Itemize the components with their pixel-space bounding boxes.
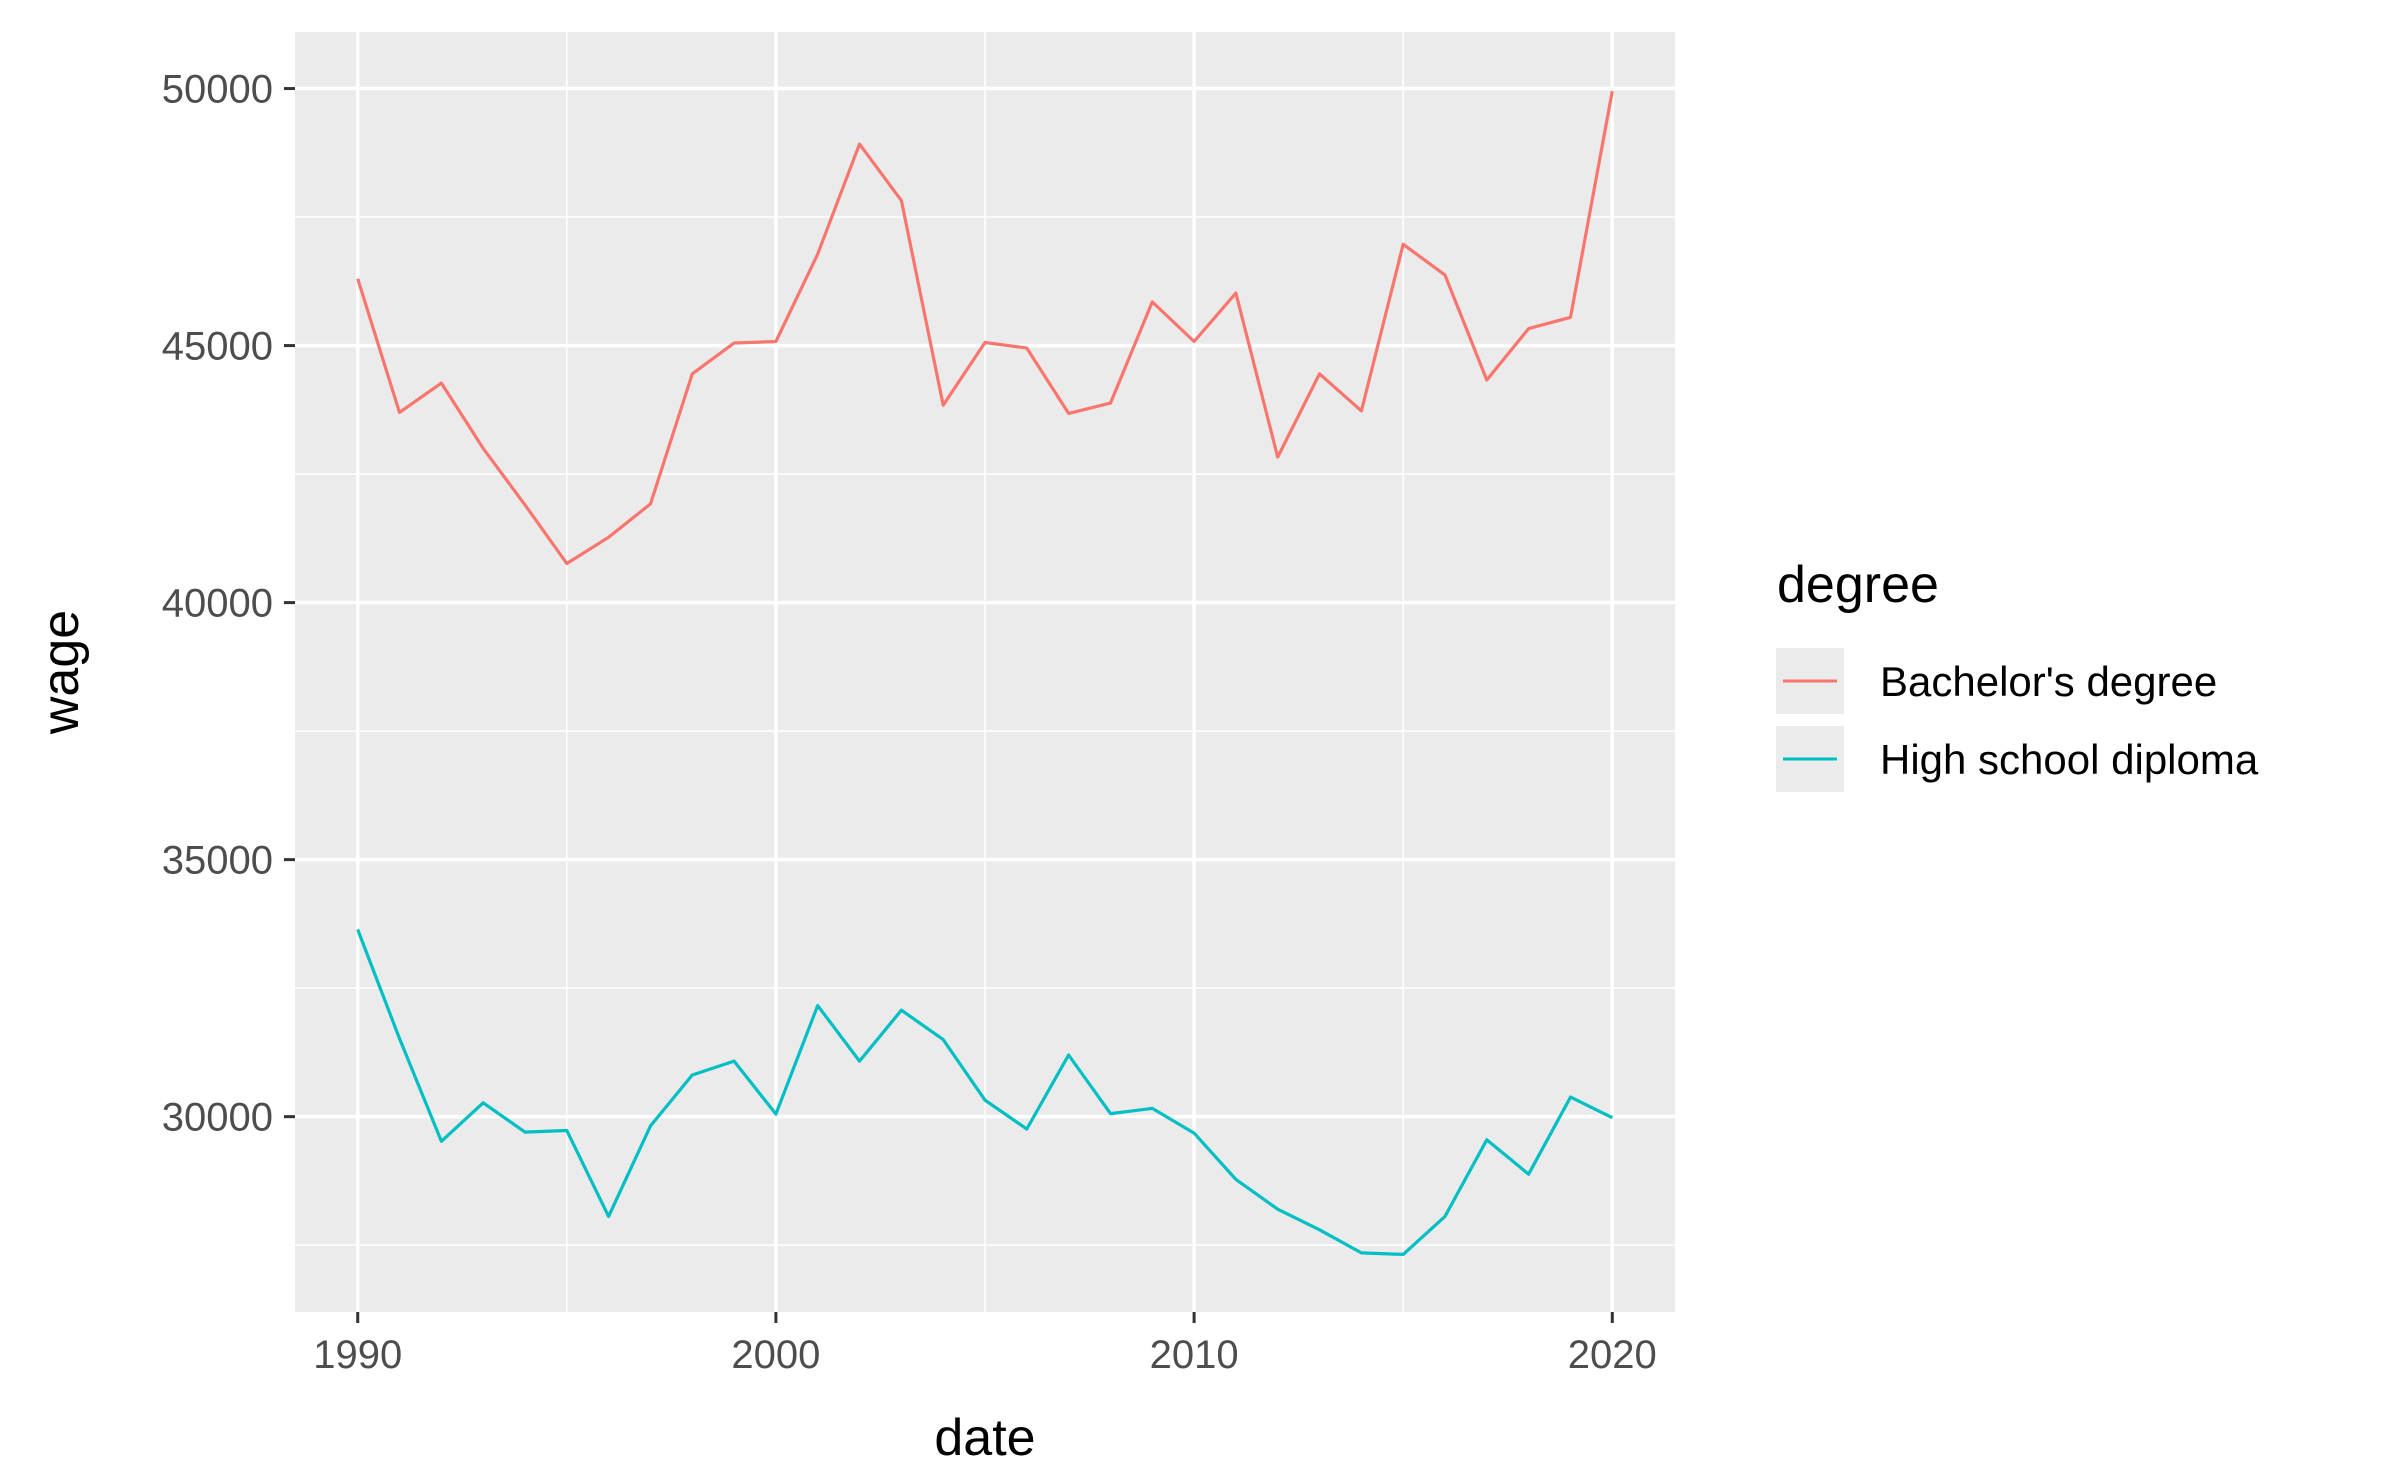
y-tick-label: 30000 <box>162 1096 273 1140</box>
major-gridlines <box>295 32 1675 1312</box>
series-line-0 <box>356 90 1614 566</box>
y-tick-label: 45000 <box>162 325 273 369</box>
legend-label-bachelors: Bachelor's degree <box>1880 658 2217 705</box>
x-tick-label: 2020 <box>1568 1333 1657 1377</box>
legend-title: degree <box>1777 556 1939 614</box>
legend: degree Bachelor's degree High school dip… <box>1776 556 2259 792</box>
y-tick-label: 40000 <box>162 582 273 626</box>
x-axis: 1990 2000 2010 2020 <box>313 1312 1657 1377</box>
y-tick-label: 50000 <box>162 68 273 112</box>
series-line-1 <box>356 928 1614 1257</box>
legend-label-highschool: High school diploma <box>1880 736 2259 783</box>
y-axis-title: wage <box>32 610 90 735</box>
x-tick-label: 2010 <box>1150 1333 1239 1377</box>
y-tick-label: 35000 <box>162 839 273 883</box>
x-tick-label: 1990 <box>313 1333 402 1377</box>
y-axis: 30000 35000 40000 45000 50000 <box>162 68 295 1140</box>
x-axis-title: date <box>934 1409 1035 1467</box>
series-lines <box>356 90 1614 1257</box>
x-tick-label: 2000 <box>731 1333 820 1377</box>
